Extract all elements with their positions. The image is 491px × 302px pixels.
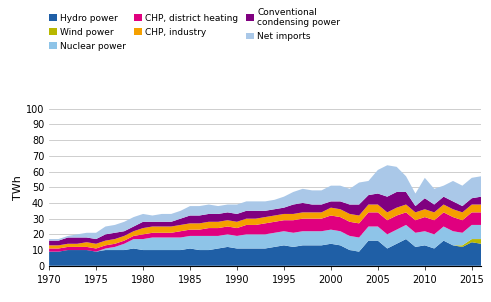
Legend: Hydro power, Wind power, Nuclear power, CHP, district heating, CHP, industry, Co: Hydro power, Wind power, Nuclear power, …	[49, 8, 340, 51]
Y-axis label: TWh: TWh	[13, 175, 23, 200]
